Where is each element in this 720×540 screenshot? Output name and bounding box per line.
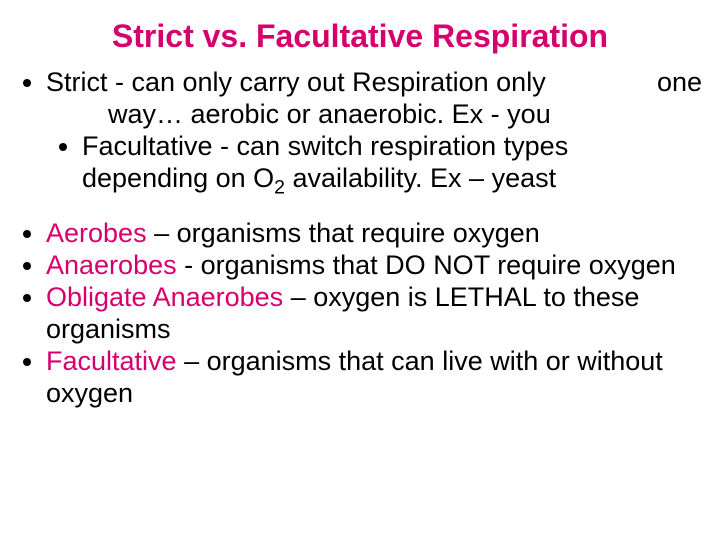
bullet-item: Anaerobes - organisms that DO NOT requir… <box>46 250 702 282</box>
text-fragment: availability. Ex – yeast <box>285 163 556 193</box>
section-spacer <box>18 194 702 218</box>
term-definition: - organisms that DO NOT require oxygen <box>177 250 676 280</box>
text-fragment: Strict - can only carry out Respiration … <box>46 67 546 99</box>
bullet-line: Strict - can only carry out Respiration … <box>46 67 702 99</box>
subscript: 2 <box>274 176 285 198</box>
term-strong: Obligate Anaerobes <box>46 282 283 312</box>
term-strong: Facultative <box>46 346 177 376</box>
term-strong: Anaerobes <box>46 250 177 280</box>
term-definition: – organisms that require oxygen <box>147 218 540 248</box>
slide-title: Strict vs. Facultative Respiration <box>18 18 702 55</box>
text-fragment: depending on O <box>82 163 274 193</box>
sub-bullet-item: Facultative - can switch respiration typ… <box>82 131 702 195</box>
bullet-line: Facultative - can switch respiration typ… <box>82 131 702 163</box>
section-1-list: Strict - can only carry out Respiration … <box>18 67 702 194</box>
slide-body: Strict - can only carry out Respiration … <box>18 67 702 410</box>
text-fragment: one <box>657 67 702 99</box>
term-strong: Aerobes <box>46 218 147 248</box>
bullet-line: way… aerobic or anaerobic. Ex - you <box>46 99 702 131</box>
bullet-item: Strict - can only carry out Respiration … <box>46 67 702 194</box>
bullet-item: Facultative – organisms that can live wi… <box>46 346 702 410</box>
section-2-list: Aerobes – organisms that require oxygenA… <box>18 218 702 409</box>
bullet-item: Obligate Anaerobes – oxygen is LETHAL to… <box>46 282 702 346</box>
sub-list: Facultative - can switch respiration typ… <box>46 131 702 195</box>
bullet-item: Aerobes – organisms that require oxygen <box>46 218 702 250</box>
bullet-line: depending on O2 availability. Ex – yeast <box>82 163 702 195</box>
